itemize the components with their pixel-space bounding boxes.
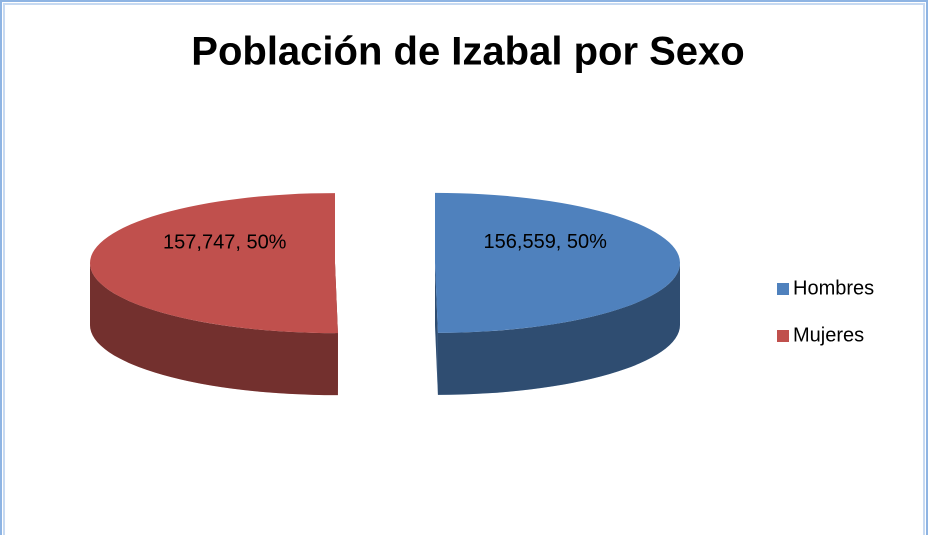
data-label: 156,559, 50% bbox=[484, 231, 608, 253]
slice: 156,559, 50% bbox=[434, 192, 681, 395]
legend-swatch bbox=[777, 330, 789, 342]
legend-label: Hombres bbox=[793, 277, 874, 299]
legend-swatch bbox=[777, 283, 789, 295]
slice-top bbox=[89, 193, 338, 334]
legend-label: Mujeres bbox=[793, 324, 864, 346]
slice-cut-face bbox=[434, 262, 438, 395]
data-label: 157,747, 50% bbox=[163, 232, 287, 254]
slice-side-shade bbox=[90, 263, 338, 396]
chart-frame-inner bbox=[3, 3, 925, 535]
slice-side bbox=[90, 263, 338, 396]
slice-top bbox=[434, 192, 681, 333]
slice-side bbox=[437, 262, 680, 395]
slice-side-shade bbox=[437, 262, 680, 395]
slice-cut-face-shade bbox=[434, 262, 438, 395]
slice: 157,747, 50% bbox=[89, 193, 338, 396]
chart-title: Población de Izabal por Sexo bbox=[191, 30, 744, 74]
